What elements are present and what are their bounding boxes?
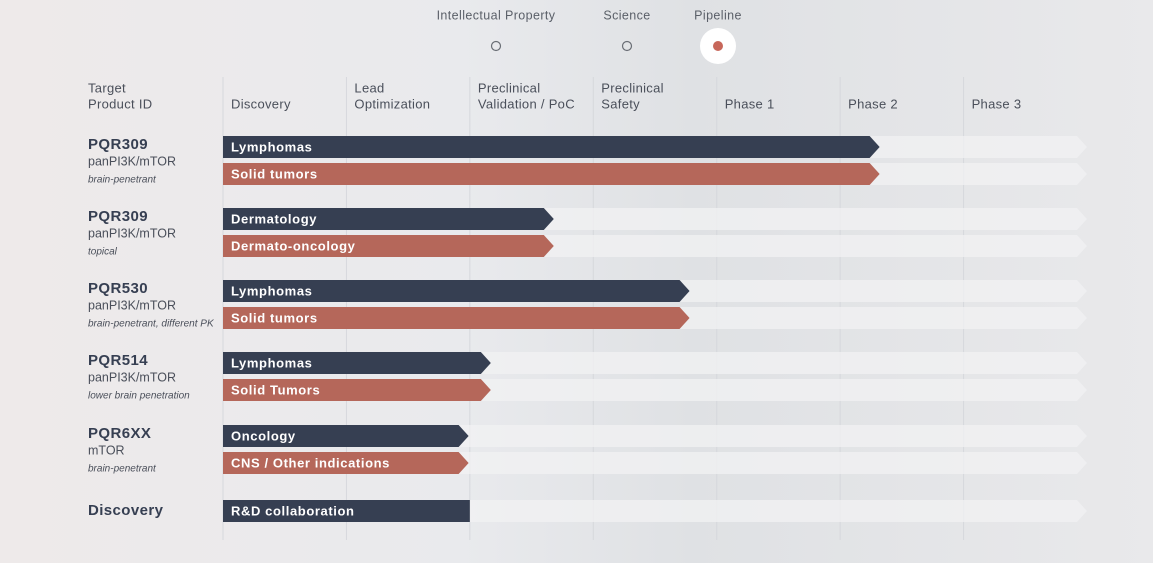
progress-bar — [223, 500, 470, 522]
product-note: brain-penetrant, different PK — [88, 319, 215, 330]
progress-bar — [223, 379, 491, 401]
indication-label: Lymphomas — [231, 355, 313, 370]
product-note: brain-penetrant — [88, 175, 157, 186]
product-name: PQR530 — [88, 280, 148, 297]
indication-label: Solid tumors — [231, 310, 318, 325]
column-header: Preclinical — [478, 80, 541, 95]
indication-label: CNS / Other indications — [231, 455, 390, 470]
progress-bar — [223, 163, 880, 185]
progress-bar — [223, 452, 469, 474]
product-note: topical — [88, 247, 118, 258]
column-header: Lead — [354, 80, 384, 95]
column-header: Preclinical — [601, 80, 664, 95]
product-target: panPI3K/mTOR — [88, 298, 176, 312]
nav-link[interactable]: Pipeline — [694, 8, 742, 22]
product-note: lower brain penetration — [88, 391, 190, 402]
product-target: mTOR — [88, 443, 125, 457]
nav-dot[interactable] — [490, 40, 502, 52]
nav-dot[interactable] — [621, 40, 633, 52]
product-name: PQR309 — [88, 208, 148, 225]
column-header: Phase 3 — [972, 96, 1022, 111]
indication-label: Solid tumors — [231, 166, 318, 181]
product-target: panPI3K/mTOR — [88, 370, 176, 384]
indication-label: Oncology — [231, 428, 296, 443]
column-header: Phase 2 — [848, 96, 898, 111]
product-target: panPI3K/mTOR — [88, 226, 176, 240]
nav-dot-center — [713, 41, 723, 51]
product-name: PQR6XX — [88, 425, 151, 442]
product-note: brain-penetrant — [88, 464, 157, 475]
indication-label: Dermato-oncology — [231, 238, 356, 253]
indication-label: Solid Tumors — [231, 382, 320, 397]
indication-label: Lymphomas — [231, 139, 313, 154]
product-name: PQR309 — [88, 136, 148, 153]
progress-bar — [223, 352, 491, 374]
column-header: Discovery — [231, 96, 291, 111]
product-name: PQR514 — [88, 352, 148, 369]
indication-label: Lymphomas — [231, 283, 313, 298]
column-header: Safety — [601, 96, 640, 111]
column-header: Phase 1 — [725, 96, 775, 111]
progress-bar — [223, 208, 554, 230]
progress-bar — [223, 425, 469, 447]
row-header: Target — [88, 80, 126, 95]
product-target: panPI3K/mTOR — [88, 154, 176, 168]
column-header: Optimization — [354, 96, 430, 111]
progress-bar — [223, 136, 880, 158]
nav-link[interactable]: Science — [603, 8, 650, 22]
nav-link[interactable]: Intellectual Property — [437, 8, 556, 22]
progress-bar — [223, 307, 690, 329]
column-header: Validation / PoC — [478, 96, 575, 111]
row-header: Product ID — [88, 96, 152, 111]
product-name: Discovery — [88, 502, 164, 519]
progress-bar — [223, 235, 554, 257]
indication-label: R&D collaboration — [231, 503, 355, 518]
indication-label: Dermatology — [231, 211, 317, 226]
progress-bar — [223, 280, 690, 302]
